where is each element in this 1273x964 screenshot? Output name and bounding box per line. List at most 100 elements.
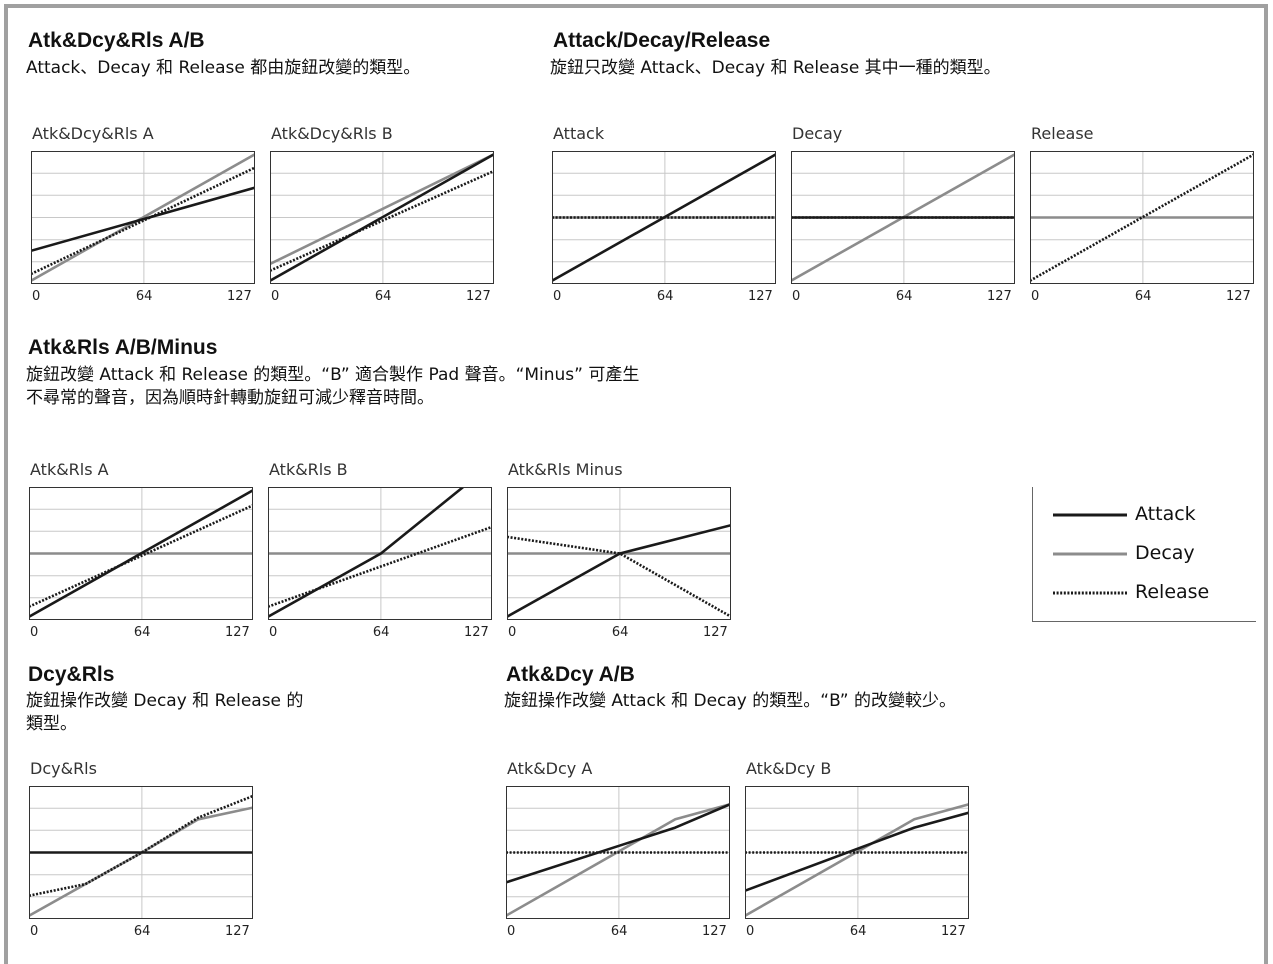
section-title-dcy-rls: Dcy&Rls <box>28 663 115 686</box>
x-tick-label: 127 <box>466 289 491 304</box>
x-tick-label: 64 <box>1134 289 1152 304</box>
chart-atk-dcy-a <box>506 786 730 919</box>
x-tick-label: 127 <box>227 289 252 304</box>
chart-title-atk-rls-a: Atk&Rls A <box>30 460 109 479</box>
chart-title-release: Release <box>1031 124 1094 143</box>
x-tick-label: 127 <box>464 625 489 640</box>
legend-label-decay: Decay <box>1135 542 1195 564</box>
section-title-atk-rls-ab-minus: Atk&Rls A/B/Minus <box>28 336 218 359</box>
series-attack <box>745 811 969 892</box>
x-tick-label: 0 <box>32 289 41 304</box>
section-desc-dcy-rls: 旋鈕操作改變 Decay 和 Release 的 類型。 <box>26 691 304 734</box>
x-tick-label: 64 <box>895 289 913 304</box>
chart-border <box>29 786 253 919</box>
section-desc-attack-decay-release: 旋鈕只改變 Attack、Decay 和 Release 其中一種的類型。 <box>550 58 1001 78</box>
chart-border <box>270 151 494 284</box>
section-title-atk-dcy-ab: Atk&Dcy A/B <box>506 663 635 686</box>
chart-border <box>506 786 730 919</box>
section-title-atk-dcy-rls-ab: Atk&Dcy&Rls A/B <box>28 29 205 52</box>
series-release <box>1030 153 1254 282</box>
legend-swatch-decay <box>1053 552 1127 556</box>
chart-title-decay: Decay <box>792 124 843 143</box>
chart-border <box>268 487 492 620</box>
x-tick-label: 127 <box>703 625 728 640</box>
series-attack <box>506 803 730 884</box>
series-release <box>268 525 492 608</box>
x-tick-label: 127 <box>748 289 773 304</box>
x-tick-label: 0 <box>1031 289 1040 304</box>
section-desc-atk-dcy-ab: 旋鈕操作改變 Attack 和 Decay 的類型。“B” 的改變較少。 <box>504 691 957 711</box>
x-tick-label: 0 <box>30 924 39 939</box>
chart-atk-dcy-rls-a <box>31 151 255 284</box>
chart-title-dcy-rls: Dcy&Rls <box>30 759 97 778</box>
chart-title-atk-dcy-rls-a: Atk&Dcy&Rls A <box>32 124 154 143</box>
chart-border <box>31 151 255 284</box>
chart-border <box>791 151 1015 284</box>
chart-title-atk-rls-b: Atk&Rls B <box>269 460 348 479</box>
chart-title-atk-dcy-rls-b: Atk&Dcy&Rls B <box>271 124 393 143</box>
x-tick-label: 0 <box>269 625 278 640</box>
chart-title-atk-dcy-a: Atk&Dcy A <box>507 759 593 778</box>
legend-swatch-attack <box>1053 513 1127 517</box>
x-tick-label: 64 <box>610 924 628 939</box>
x-tick-label: 127 <box>941 924 966 939</box>
series-attack <box>270 153 494 282</box>
x-tick-label: 127 <box>225 924 250 939</box>
chart-dcy-rls <box>29 786 253 919</box>
series-decay <box>270 153 494 266</box>
chart-atk-rls-b <box>268 487 492 620</box>
chart-title-attack: Attack <box>553 124 605 143</box>
x-tick-label: 0 <box>271 289 280 304</box>
x-tick-label: 64 <box>372 625 390 640</box>
x-tick-label: 127 <box>1226 289 1251 304</box>
chart-border <box>552 151 776 284</box>
legend-label-release: Release <box>1135 581 1210 603</box>
series-release <box>270 169 494 272</box>
x-tick-label: 64 <box>133 625 151 640</box>
chart-border <box>29 487 253 620</box>
chart-title-atk-rls-minus: Atk&Rls Minus <box>508 460 623 479</box>
x-tick-label: 127 <box>987 289 1012 304</box>
legend-swatch-release <box>1053 591 1127 595</box>
series-decay <box>506 803 730 917</box>
x-tick-label: 64 <box>656 289 674 304</box>
chart-atk-dcy-b <box>745 786 969 919</box>
x-tick-label: 64 <box>135 289 153 304</box>
legend: Attack Decay Release <box>1032 487 1256 622</box>
series-decay <box>31 153 255 282</box>
chart-border <box>1030 151 1254 284</box>
x-tick-label: 0 <box>746 924 755 939</box>
x-tick-label: 0 <box>792 289 801 304</box>
chart-release <box>1030 151 1254 284</box>
chart-attack <box>552 151 776 284</box>
x-tick-label: 64 <box>133 924 151 939</box>
x-tick-label: 64 <box>374 289 392 304</box>
legend-item-release: Release <box>1051 579 1251 605</box>
x-tick-label: 0 <box>508 625 517 640</box>
legend-label-attack: Attack <box>1135 503 1196 525</box>
x-tick-label: 0 <box>30 625 39 640</box>
chart-decay <box>791 151 1015 284</box>
series-release <box>31 166 255 276</box>
section-title-attack-decay-release: Attack/Decay/Release <box>553 29 771 52</box>
series-decay <box>29 806 253 917</box>
chart-border <box>745 786 969 919</box>
series-release <box>507 535 731 618</box>
series-attack <box>268 487 466 618</box>
section-desc-atk-dcy-rls-ab: Attack、Decay 和 Release 都由旋鈕改變的類型。 <box>26 58 421 78</box>
series-release <box>29 504 253 608</box>
series-decay <box>745 803 969 917</box>
x-tick-label: 0 <box>507 924 516 939</box>
chart-title-atk-dcy-b: Atk&Dcy B <box>746 759 832 778</box>
x-tick-label: 0 <box>553 289 562 304</box>
chart-border <box>507 487 731 620</box>
series-attack <box>29 489 253 618</box>
page-frame <box>4 4 1268 964</box>
x-tick-label: 127 <box>702 924 727 939</box>
x-tick-label: 64 <box>849 924 867 939</box>
series-attack <box>507 523 731 618</box>
x-tick-label: 127 <box>225 625 250 640</box>
legend-item-decay: Decay <box>1051 540 1251 566</box>
series-attack <box>31 186 255 253</box>
chart-atk-rls-minus <box>507 487 731 620</box>
